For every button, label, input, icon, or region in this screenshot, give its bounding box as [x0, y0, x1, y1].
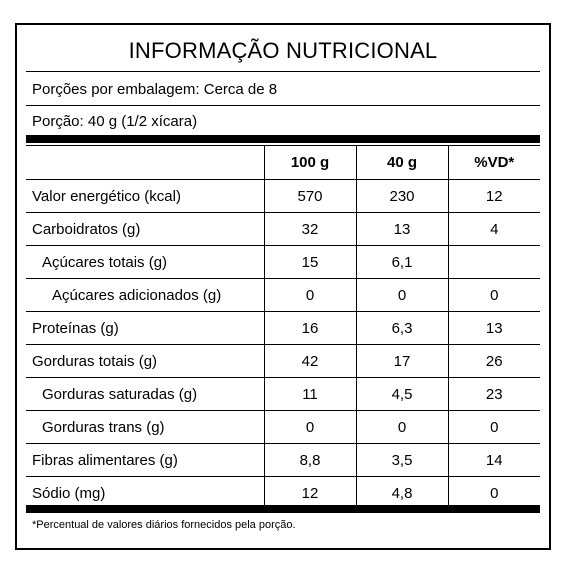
value-40g-cell: 6,1 [355, 245, 449, 279]
table-top-bar [26, 135, 540, 143]
table-row: Valor energético (kcal) 570 230 12 [26, 179, 540, 213]
nutrient-name-cell: Proteínas (g) [26, 311, 265, 345]
header-vd: %VD* [447, 145, 540, 180]
title-divider [26, 71, 540, 72]
value-40g-cell: 6,3 [355, 311, 449, 345]
value-40g-cell: 17 [355, 344, 449, 378]
value-vd-cell: 12 [447, 179, 540, 213]
nutrient-name-cell: Fibras alimentares (g) [26, 443, 265, 477]
nutrient-name-cell: Gorduras trans (g) [26, 410, 265, 444]
nutrition-label: INFORMAÇÃO NUTRICIONAL Porções por embal… [15, 23, 551, 550]
table-bottom-bar [26, 505, 540, 513]
value-vd-cell: 0 [447, 476, 540, 509]
value-100g-cell: 42 [263, 344, 357, 378]
label-title: INFORMAÇÃO NUTRICIONAL [128, 38, 438, 63]
value-100g-cell: 12 [263, 476, 357, 509]
value-vd-cell: 23 [447, 377, 540, 411]
nutrient-name-cell: Valor energético (kcal) [26, 179, 265, 213]
nutrition-table: 100 g 40 g %VD* Valor energético (kcal) 5… [26, 145, 540, 509]
value-100g-cell: 8,8 [263, 443, 357, 477]
nutrient-name-cell: Carboidratos (g) [26, 212, 265, 246]
value-40g-cell: 13 [355, 212, 449, 246]
nutrient-name-cell: Açúcares totais (g) [26, 245, 265, 279]
nutrient-name-cell: Gorduras totais (g) [26, 344, 265, 378]
table-row: Açúcares totais (g) 15 6,1 [26, 245, 540, 279]
table-row: Carboidratos (g) 32 13 4 [26, 212, 540, 246]
table-row: Fibras alimentares (g) 8,8 3,5 14 [26, 443, 540, 477]
value-vd-cell: 13 [447, 311, 540, 345]
value-vd-cell: 0 [447, 278, 540, 312]
table-header-row: 100 g 40 g %VD* [26, 145, 540, 180]
table-row: Açúcares adicionados (g) 0 0 0 [26, 278, 540, 312]
value-vd-cell: 26 [447, 344, 540, 378]
value-40g-cell: 0 [355, 278, 449, 312]
value-100g-cell: 0 [263, 278, 357, 312]
value-40g-cell: 3,5 [355, 443, 449, 477]
nutrient-name-cell: Gorduras saturadas (g) [26, 377, 265, 411]
value-vd-cell: 0 [447, 410, 540, 444]
nutrient-name-cell: Sódio (mg) [26, 476, 265, 509]
header-40g: 40 g [355, 145, 449, 180]
table-row: Gorduras totais (g) 42 17 26 [26, 344, 540, 378]
value-40g-cell: 230 [355, 179, 449, 213]
value-40g-cell: 0 [355, 410, 449, 444]
table-row: Proteínas (g) 16 6,3 13 [26, 311, 540, 345]
servings-per-package: Porções por embalagem: Cerca de 8 [32, 81, 278, 98]
table-body: Valor energético (kcal) 570 230 12 Carboidra… [26, 179, 540, 509]
value-100g-cell: 570 [263, 179, 357, 213]
table-row: Gorduras trans (g) 0 0 0 [26, 410, 540, 444]
value-40g-cell: 4,5 [355, 377, 449, 411]
portion-divider [26, 105, 540, 106]
serving-size: Porção: 40 g (1/2 xícara) [32, 113, 198, 130]
value-100g-cell: 16 [263, 311, 357, 345]
nutrition-table-wrap: 100 g 40 g %VD* Valor energético (kcal) 5… [26, 145, 540, 509]
value-100g-cell: 11 [263, 377, 357, 411]
table-row: Sódio (mg) 12 4,8 0 [26, 476, 540, 509]
value-100g-cell: 0 [263, 410, 357, 444]
value-vd-cell: 14 [447, 443, 540, 477]
table-row: Gorduras saturadas (g) 11 4,5 23 [26, 377, 540, 411]
value-40g-cell: 4,8 [355, 476, 449, 509]
value-100g-cell: 15 [263, 245, 357, 279]
nutrient-name-cell: Açúcares adicionados (g) [26, 278, 265, 312]
header-nutrient [26, 145, 265, 180]
value-100g-cell: 32 [263, 212, 357, 246]
value-vd-cell [447, 245, 540, 279]
footnote: *Percentual de valores diários fornecido… [32, 519, 296, 531]
value-vd-cell: 4 [447, 212, 540, 246]
header-100g: 100 g [263, 145, 357, 180]
